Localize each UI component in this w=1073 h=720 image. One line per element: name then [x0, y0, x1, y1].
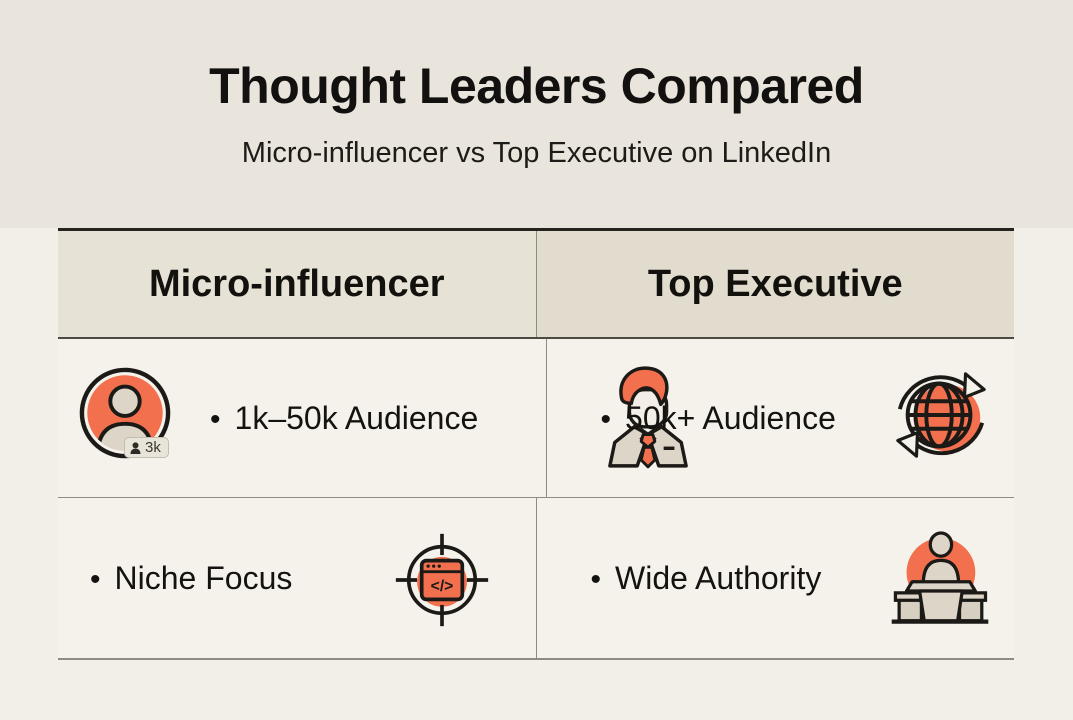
follower-count-badge: 3k: [124, 437, 169, 458]
column-header-micro-influencer: Micro-influencer: [58, 231, 537, 337]
exec-audience-label: 50k+ Audience: [625, 399, 836, 436]
cell-micro-audience: 3k • 1k–50k Audience: [58, 339, 547, 497]
global-reach-globe-icon: [896, 372, 986, 458]
table-row-audience: 3k • 1k–50k Audience: [58, 339, 1014, 498]
micro-focus-label: Niche Focus: [114, 559, 293, 596]
page-title: Thought Leaders Compared: [209, 58, 864, 114]
bullet-glyph: •: [590, 562, 602, 596]
cell-exec-audience: • 50k+ Audience: [547, 339, 1015, 497]
header-band: Thought Leaders Compared Micro-influence…: [0, 0, 1073, 228]
niche-target-icon: </>: [395, 533, 489, 627]
exec-audience-item: • 50k+ Audience: [601, 400, 836, 437]
bullet-glyph: •: [90, 562, 101, 596]
bullet-glyph: •: [600, 402, 612, 436]
table-header-row: Micro-influencer Top Executive: [58, 231, 1014, 339]
comparison-table: Micro-influencer Top Executive: [58, 228, 1014, 660]
column-header-top-executive: Top Executive: [536, 231, 1014, 337]
podium-speaker-icon: [891, 531, 989, 624]
exec-authority-item: • Wide Authority: [591, 560, 822, 597]
code-glyph: </>: [431, 578, 454, 595]
cell-micro-focus: • Niche Focus: [58, 498, 537, 658]
follower-count-value: 3k: [145, 439, 161, 456]
cell-exec-authority: • Wide Authority: [537, 498, 1015, 658]
table-row-focus: • Niche Focus: [58, 498, 1014, 658]
profile-avatar-icon: 3k: [78, 366, 178, 470]
micro-audience-item: • 1k–50k Audience: [210, 400, 478, 437]
micro-audience-label: 1k–50k Audience: [234, 399, 479, 436]
page-subtitle: Micro-influencer vs Top Executive on Lin…: [241, 136, 832, 169]
person-icon: [130, 441, 141, 454]
exec-authority-label: Wide Authority: [615, 559, 822, 596]
executive-portrait-icon: [607, 366, 688, 469]
bullet-glyph: •: [210, 402, 221, 436]
micro-focus-item: • Niche Focus: [90, 560, 292, 597]
